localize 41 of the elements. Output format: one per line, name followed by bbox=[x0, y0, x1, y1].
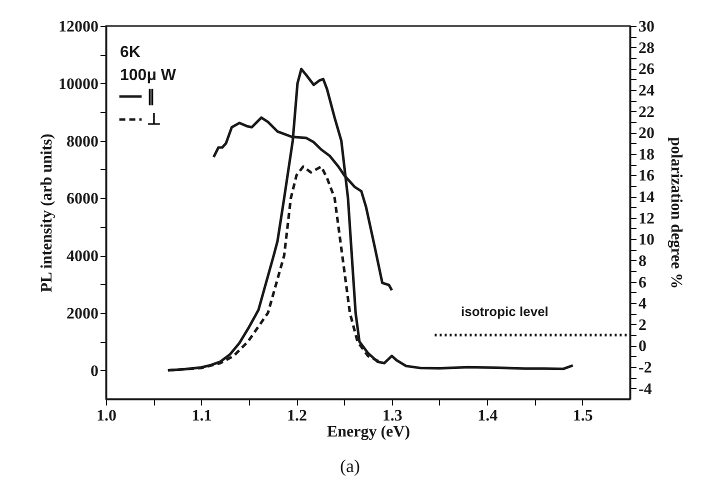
x-axis-title: Energy (eV) bbox=[326, 424, 410, 440]
y2-tick-label: 4 bbox=[638, 296, 646, 313]
y2-tick-label: 10 bbox=[638, 232, 654, 249]
annotation: 100μ W bbox=[120, 67, 177, 84]
legend-label: ∥ bbox=[147, 88, 155, 106]
y-tick-label: 0 bbox=[90, 362, 98, 380]
y2-tick-label: 0 bbox=[638, 338, 646, 356]
x-tick-label: 1.1 bbox=[192, 408, 212, 424]
y2-tick-label: 2 bbox=[638, 316, 646, 334]
x-tick-label: 1.5 bbox=[572, 408, 593, 424]
y-tick-label: 10000 bbox=[58, 76, 98, 93]
x-tick-label: 1.3 bbox=[382, 408, 402, 424]
line-series bbox=[212, 116, 394, 292]
y2-tick-label: 12 bbox=[638, 210, 654, 228]
x-tick-label: 1.0 bbox=[96, 408, 116, 424]
y-tick-label: 6000 bbox=[66, 190, 98, 208]
y-tick-label: 2000 bbox=[66, 305, 98, 322]
y2-tick-label: 30 bbox=[638, 18, 654, 36]
annotation: isotropic level bbox=[461, 304, 548, 319]
y2-tick-label: 16 bbox=[638, 168, 654, 185]
y2-tick-label: 8 bbox=[638, 252, 646, 270]
y-tick-label: 8000 bbox=[66, 133, 98, 150]
y2-tick-label: -4 bbox=[638, 380, 652, 398]
y2-axis-title: polarization degree % bbox=[668, 137, 684, 289]
y2-tick-label: 26 bbox=[638, 61, 654, 78]
y-tick-label: 4000 bbox=[66, 248, 98, 266]
legend-label: ⊥ bbox=[147, 112, 161, 128]
y2-tick-label: 6 bbox=[638, 274, 646, 292]
annotation: 6K bbox=[120, 44, 141, 61]
y-tick-label: 12000 bbox=[58, 18, 98, 36]
text: (a) bbox=[340, 456, 360, 476]
y2-tick-label: 20 bbox=[638, 125, 654, 142]
y2-tick-label: 14 bbox=[638, 189, 654, 206]
x-tick-label: 1.2 bbox=[287, 408, 308, 424]
x-tick-label: 1.4 bbox=[478, 408, 498, 424]
y2-tick-label: 22 bbox=[638, 104, 654, 121]
y2-tick-label: 18 bbox=[638, 146, 654, 164]
y-axis-title: PL intensity (arb units) bbox=[38, 134, 56, 292]
y2-tick-label: -2 bbox=[638, 360, 652, 377]
y2-tick-label: 28 bbox=[638, 40, 654, 57]
y2-tick-label: 24 bbox=[638, 82, 654, 100]
